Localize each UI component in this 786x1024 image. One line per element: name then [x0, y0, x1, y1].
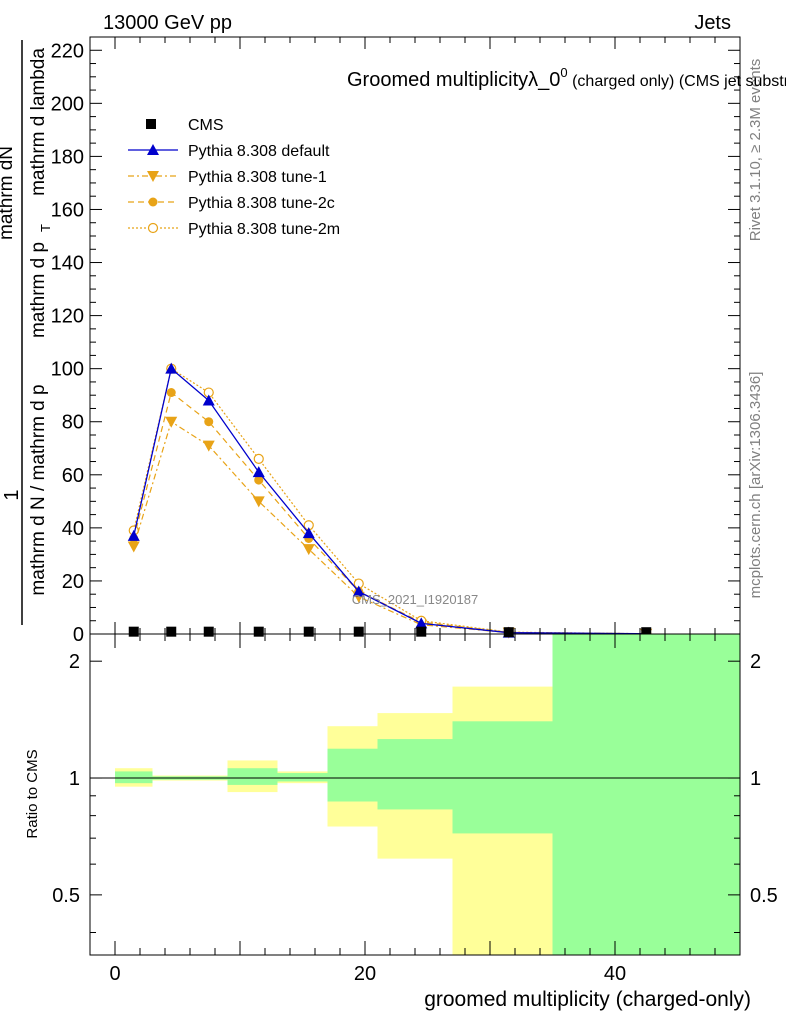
- series-point-default: [352, 585, 365, 597]
- cms-data-point: [353, 626, 364, 637]
- header-category: Jets: [694, 12, 731, 34]
- ylabel-den-top: mathrm dN: [0, 146, 17, 240]
- series-point-default: [252, 466, 265, 478]
- series-point-tune-1: [252, 496, 265, 508]
- y-tick-label: 120: [51, 306, 84, 328]
- ylabel-den-line1: mathrm d N / mathrm d p: [28, 384, 49, 595]
- analysis-watermark: CMS_2021_I1920187: [352, 592, 479, 607]
- legend-marker-cms: [146, 119, 156, 129]
- ratio-band-inner: [377, 739, 453, 810]
- x-tick-label: 40: [604, 963, 626, 985]
- legend-marker-default: [147, 144, 159, 155]
- ylabel-den-line2: mathrm d p: [28, 242, 49, 338]
- mcplots-label: mcplots.cern.ch [arXiv:1306.3436]: [747, 372, 764, 599]
- main-ylabel: 1 mathrm dN mathrm d N / mathrm d p math…: [0, 40, 53, 625]
- series-point-default: [415, 617, 428, 629]
- x-tick-label: 0: [109, 963, 120, 985]
- ratio-band-inner: [277, 773, 328, 782]
- series-point-tune-2c: [166, 388, 176, 398]
- series-point-tune-1: [202, 440, 215, 452]
- title-rest: (charged only) (CMS jet substructure): [568, 73, 786, 90]
- ratio-y-tick-label: 1: [69, 768, 80, 790]
- ratio-ylabel: Ratio to CMS: [24, 749, 41, 838]
- x-axis-label: groomed multiplicity (charged-only): [424, 988, 751, 1011]
- ratio-band-inner: [552, 634, 740, 955]
- series-point-tune-2c: [254, 475, 264, 485]
- cms-data-point: [303, 626, 314, 637]
- ratio-y-tick-label: 0.5: [52, 885, 80, 907]
- ratio-y-tick-label-right: 2: [750, 651, 761, 673]
- cms-data-point: [253, 626, 264, 637]
- legend-label: Pythia 8.308 tune-1: [188, 169, 327, 186]
- series-point-tune-1: [127, 541, 140, 553]
- legend: CMS Pythia 8.308 default Pythia 8.308 tune…: [128, 117, 340, 238]
- series-point-tune-1: [302, 544, 315, 556]
- series-point-tune-2m: [253, 453, 264, 464]
- ratio-y-tick-label-right: 1: [750, 768, 761, 790]
- cms-data-point: [416, 626, 427, 637]
- cms-data-point: [166, 626, 177, 637]
- ylabel-subscript: T: [38, 224, 53, 232]
- series-point-default: [302, 527, 315, 539]
- cms-data-point: [503, 627, 514, 638]
- ylabel-den-line3: mathrm d lambda: [28, 48, 49, 196]
- rivet-label: Rivet 3.1.10, ≥ 2.3M events: [747, 59, 764, 242]
- ratio-band-inner: [327, 748, 378, 802]
- y-tick-label: 0: [73, 624, 84, 646]
- ratio-y-tick-label-right: 0.5: [750, 885, 778, 907]
- series-point-tune-1: [165, 416, 178, 428]
- y-tick-label: 200: [51, 93, 84, 115]
- ratio-band-inner: [227, 768, 278, 785]
- legend-marker-tune-1: [147, 171, 159, 182]
- ratio-panel: 0.5 0.5 1 1 2 2 0 20 40 Ratio to CMS groomed mu…: [24, 633, 778, 1011]
- y-tick-label: 60: [62, 465, 84, 487]
- legend-marker-tune-2c: [148, 197, 158, 207]
- main-title: Groomed multiplicityλ_00 (charged only) …: [347, 65, 786, 91]
- ratio-y-axis: 0.5 0.5 1 1 2 2: [52, 651, 778, 933]
- y-tick-label: 20: [62, 571, 84, 593]
- y-tick-label: 40: [62, 518, 84, 540]
- series-point-default: [202, 394, 215, 406]
- legend-label: Pythia 8.308 tune-2m: [188, 221, 340, 238]
- y-tick-label: 180: [51, 146, 84, 168]
- y-tick-label: 220: [51, 40, 84, 62]
- title-main: Groomed multiplicityλ_0: [347, 69, 560, 91]
- legend-label: CMS: [188, 117, 224, 134]
- ylabel-numerator: 1: [1, 489, 23, 500]
- ratio-y-tick-label: 2: [69, 651, 80, 673]
- main-series-layer: [127, 362, 653, 640]
- y-tick-label: 140: [51, 253, 84, 275]
- legend-label: Pythia 8.308 default: [188, 143, 330, 160]
- series-point-default: [127, 529, 140, 541]
- cms-data-point: [641, 627, 652, 638]
- ratio-band-inner: [115, 771, 153, 784]
- y-tick-label: 100: [51, 359, 84, 381]
- ratio-band-inner: [452, 721, 553, 834]
- series-point-tune-2c: [204, 417, 214, 427]
- series-point-default: [165, 362, 178, 374]
- y-tick-label: 80: [62, 412, 84, 434]
- main-panel: 0 20 40 60 80 100 120 140 160 180 200 220 Groomed m…: [0, 36, 786, 646]
- y-tick-label: 160: [51, 199, 84, 221]
- ratio-x-axis: 0 20 40: [89, 634, 741, 985]
- cms-data-point: [128, 626, 139, 637]
- header-process: 13000 GeV pp: [103, 12, 232, 34]
- ratio-band-layer: [115, 634, 740, 955]
- legend-label: Pythia 8.308 tune-2c: [188, 195, 335, 212]
- x-tick-label: 20: [354, 963, 376, 985]
- main-y-axis: 0 20 40 60 80 100 120 140 160 180 200 220: [51, 37, 741, 646]
- cms-data-point: [203, 626, 214, 637]
- legend-marker-tune-2m: [147, 222, 159, 234]
- title-sup: 0: [560, 65, 567, 80]
